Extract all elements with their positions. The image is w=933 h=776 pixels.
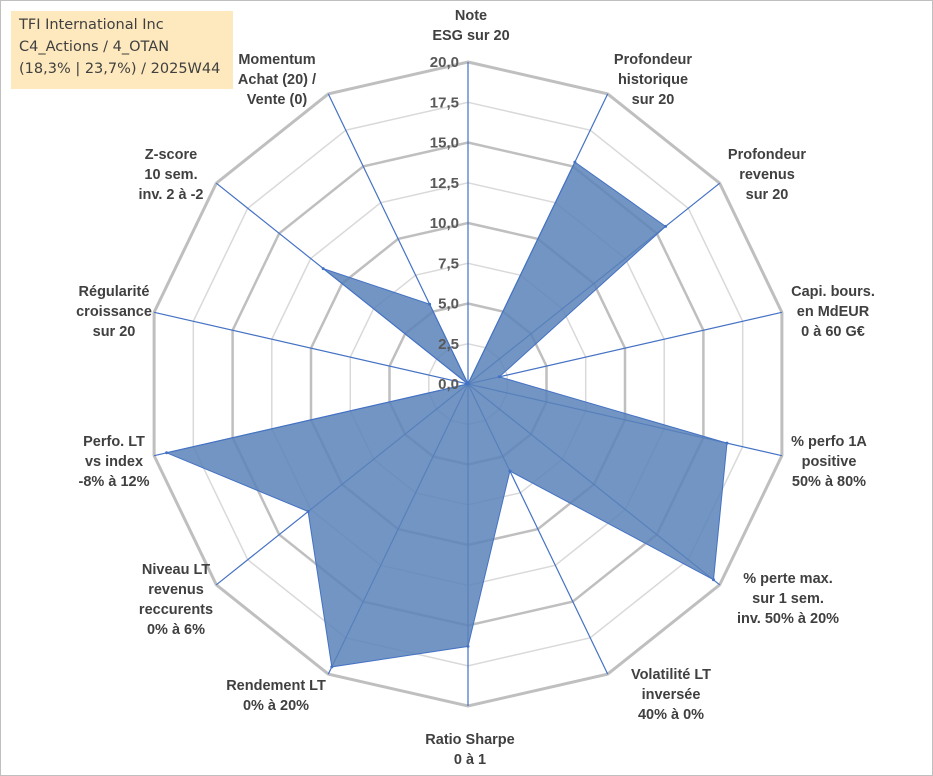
data-point bbox=[306, 510, 310, 513]
data-point bbox=[725, 441, 729, 445]
axis-spoke bbox=[467, 311, 783, 385]
radial-tick-labels: 0,0 2,5 5,0 7,5 10,0 12,5 15,0 17,5 20,0 bbox=[430, 54, 459, 393]
axis-spoke bbox=[153, 311, 469, 385]
data-point bbox=[321, 267, 325, 271]
axis-label: Volatilité LT inversée 40% à 0% bbox=[631, 667, 711, 723]
tick-label: 15,0 bbox=[430, 135, 459, 152]
axis-label: Perfo. LT vs index -8% à 12% bbox=[79, 434, 150, 490]
data-point bbox=[497, 375, 501, 379]
data-point bbox=[466, 644, 470, 648]
axis-label: % perfo 1A positive 50% à 80% bbox=[791, 434, 867, 490]
tick-label: 17,5 bbox=[430, 94, 459, 111]
axis-label: % perte max. sur 1 sem. inv. 50% à 20% bbox=[737, 571, 839, 627]
axis-label: Momentum Achat (20) / Vente (0) bbox=[238, 52, 316, 108]
data-point bbox=[664, 224, 668, 228]
tick-label: 12,5 bbox=[430, 175, 459, 192]
data-point bbox=[165, 451, 169, 455]
series-area bbox=[164, 161, 728, 668]
radar-series bbox=[164, 160, 729, 669]
info-box: TFI International Inc C4_Actions / 4_OTA… bbox=[11, 11, 233, 89]
axis-label: Profondeur historique sur 20 bbox=[614, 52, 692, 108]
tick-label: 20,0 bbox=[430, 54, 459, 71]
axis-label: Régularité croissance sur 20 bbox=[76, 284, 152, 340]
axis-label: Ratio Sharpe 0 à 1 bbox=[425, 732, 514, 768]
axis-label: Profondeur revenus sur 20 bbox=[728, 147, 806, 203]
axis-labels: Note ESG sur 20 Profondeur historique sur 20… bbox=[76, 8, 875, 768]
axis-label: Rendement LT 0% à 20% bbox=[226, 678, 326, 714]
tick-label: 0,0 bbox=[438, 376, 459, 393]
company-name: TFI International Inc bbox=[19, 17, 164, 33]
tick-label: 7,5 bbox=[438, 255, 459, 272]
tick-label: 10,0 bbox=[430, 215, 459, 232]
data-point bbox=[712, 578, 715, 582]
axis-label: Note ESG sur 20 bbox=[432, 8, 509, 44]
axis-label: Niveau LT revenus reccurents 0% à 6% bbox=[139, 562, 213, 638]
data-point bbox=[330, 665, 334, 669]
data-point bbox=[573, 160, 577, 164]
data-point bbox=[508, 469, 512, 473]
tick-label: 5,0 bbox=[438, 296, 459, 313]
data-point bbox=[428, 302, 432, 306]
performance-week: (18,3% | 23,7%) / 2025W44 bbox=[19, 61, 221, 77]
axis-label: Capi. bours. en MdEUR 0 à 60 G€ bbox=[791, 284, 875, 340]
axis-label: Z-score 10 sem. inv. 2 à -2 bbox=[138, 147, 203, 203]
portfolio-category: C4_Actions / 4_OTAN bbox=[19, 39, 170, 55]
data-point bbox=[466, 382, 470, 386]
tick-label: 2,5 bbox=[438, 336, 459, 353]
